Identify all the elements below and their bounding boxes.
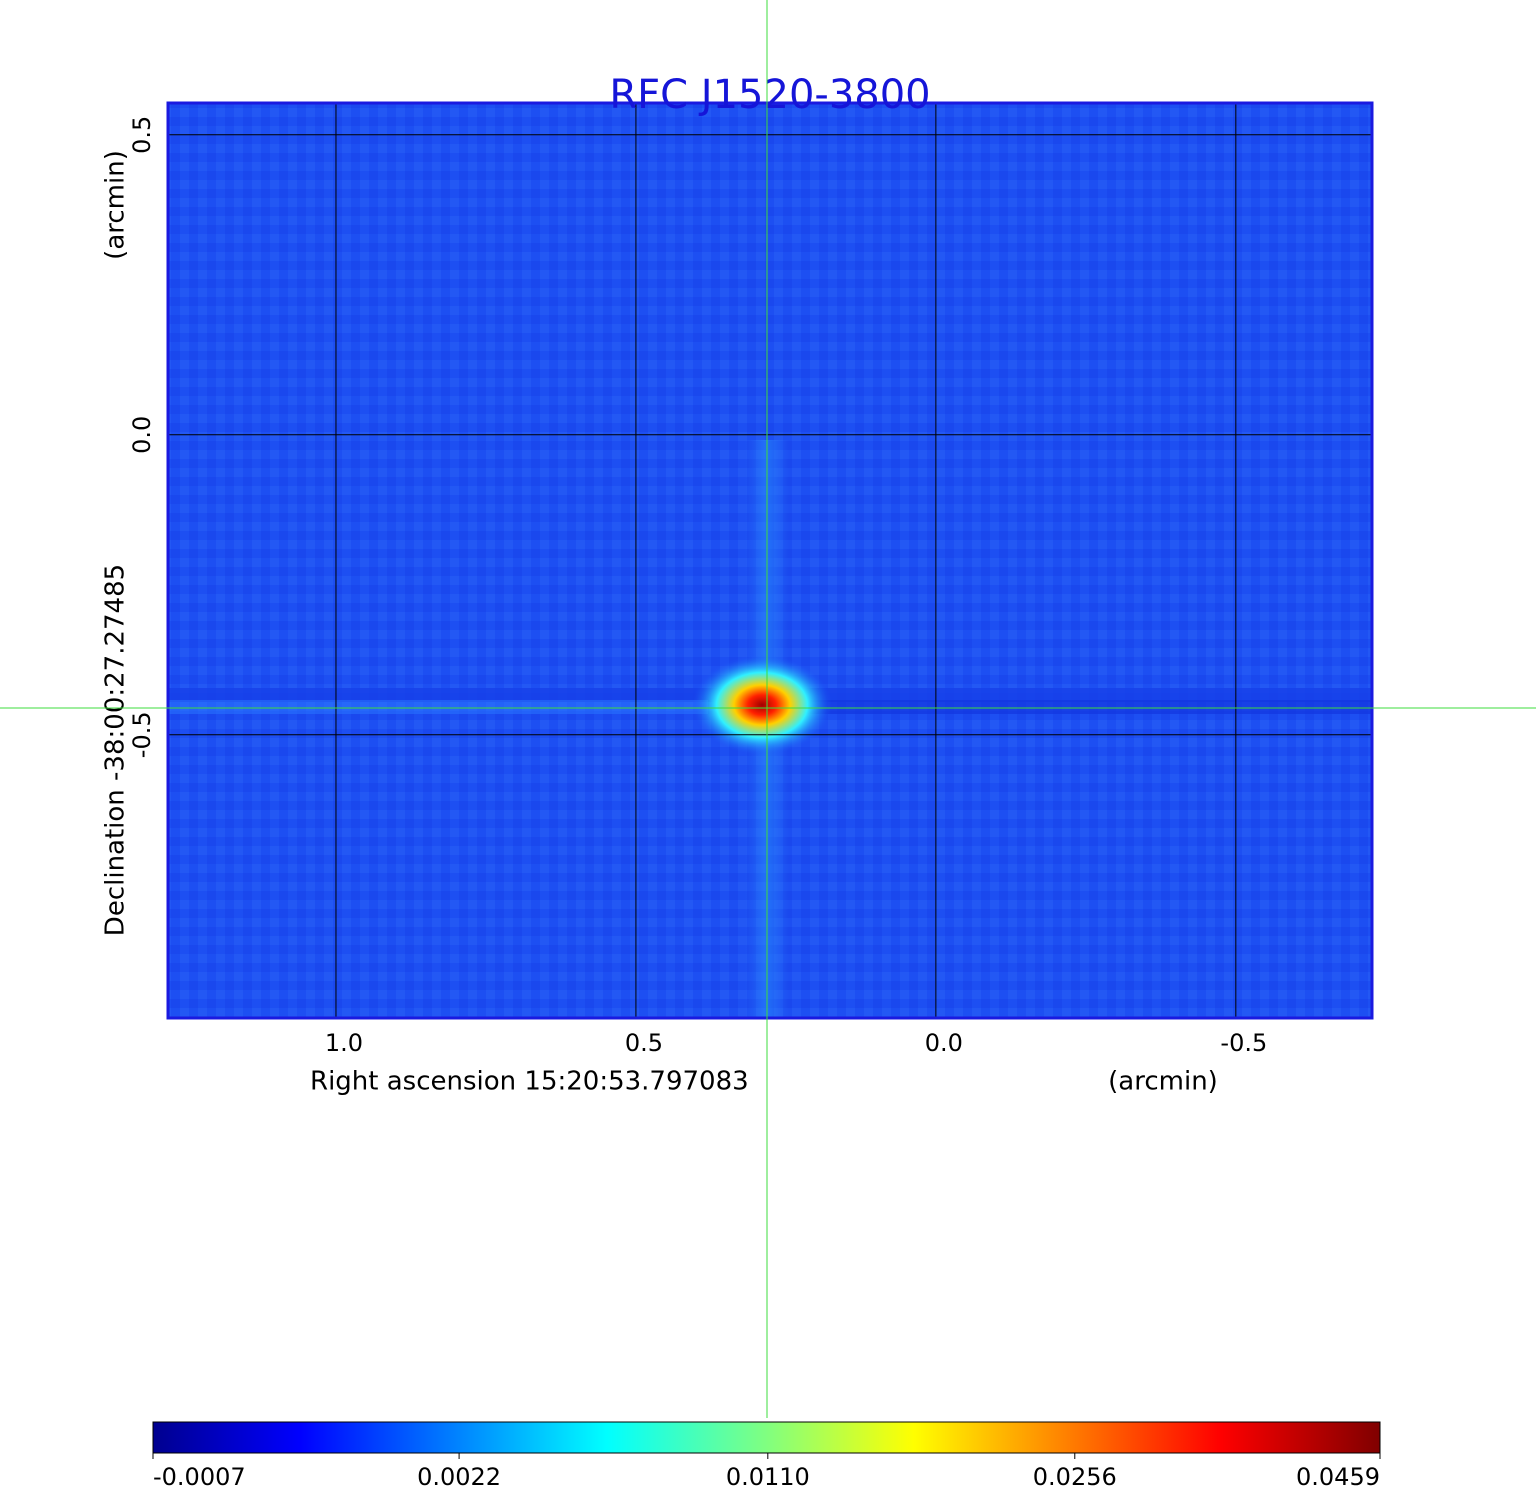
x-axis-unit: (arcmin)	[1108, 1067, 1218, 1097]
y-axis-unit: (arcmin)	[101, 150, 131, 260]
colorbar-tick-label: 0.0110	[726, 1463, 810, 1491]
y-tick-label: 0.0	[128, 416, 156, 454]
plot-frame	[166, 101, 1374, 1020]
colorbar-tick-label: 0.0459	[1296, 1463, 1380, 1491]
colorbar	[152, 1421, 1381, 1454]
colorbar-tick-label: -0.0007	[153, 1463, 246, 1491]
x-tick-label: 0.0	[925, 1029, 963, 1057]
image	[168, 103, 1372, 1018]
colorbar-tick-label: 0.0022	[417, 1463, 501, 1491]
x-tick-label: -0.5	[1220, 1029, 1267, 1057]
x-axis-label: Right ascension 15:20:53.797083	[310, 1067, 749, 1097]
chart-title: RFC J1520-3800	[609, 72, 930, 118]
colorbar-tick-label: 0.0256	[1033, 1463, 1117, 1491]
y-tick-label: 0.5	[128, 116, 156, 154]
x-tick-label: 0.5	[625, 1029, 663, 1057]
x-tick-label: 1.0	[325, 1029, 363, 1057]
y-axis-label: Declination -38:00:27.27485	[101, 564, 131, 936]
y-tick-label: -0.5	[128, 711, 156, 758]
